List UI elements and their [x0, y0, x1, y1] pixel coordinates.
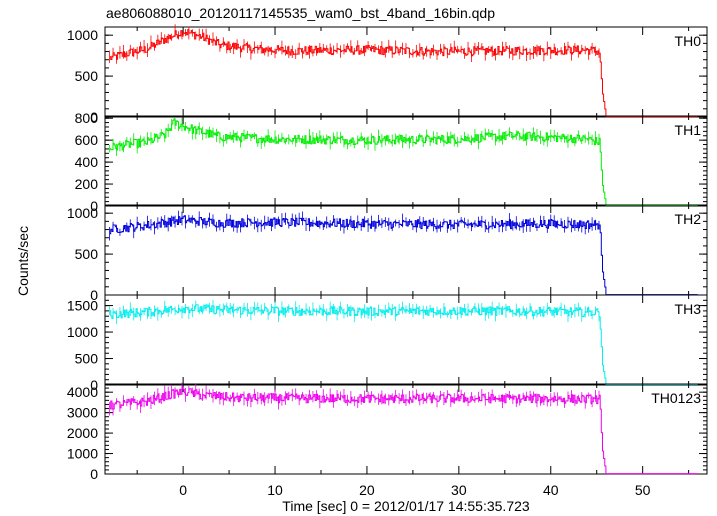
panel-label-th3: TH3 [675, 301, 702, 317]
x-tick-label: 10 [267, 482, 283, 498]
x-tick-label: 20 [359, 482, 375, 498]
panel-th1: 0 200 400 600 800 TH1 [75, 110, 708, 214]
x-tick-label: 0 [179, 482, 187, 498]
y-tick-label: 0 [90, 109, 98, 125]
y-tick-label: 4000 [67, 384, 98, 400]
panel-th2: 0 500 1000 TH2 [67, 204, 708, 303]
y-tick-label: 500 [75, 68, 99, 84]
panel-th3: 0 500 1000 1500 TH3 [67, 294, 708, 393]
y-tick-label: 1000 [67, 324, 98, 340]
y-axis-title: Counts/sec [15, 226, 31, 296]
y-tick-label: 0 [90, 466, 98, 482]
y-tick-label: 500 [75, 246, 99, 262]
y-tick-label: 500 [75, 351, 99, 367]
y-tick-label: 0 [90, 377, 98, 393]
y-tick-label: 800 [75, 110, 99, 126]
y-tick-label: 1000 [67, 446, 98, 462]
y-tick-label: 2000 [67, 425, 98, 441]
panel-frame [104, 115, 708, 207]
panel-label-th2: TH2 [675, 211, 702, 227]
y-tick-label: 600 [75, 132, 99, 148]
series-line-th2 [109, 215, 698, 296]
panel-frame [104, 294, 708, 386]
x-tick-label: 50 [635, 482, 651, 498]
x-tick-label: 30 [451, 482, 467, 498]
y-tick-label: 200 [75, 176, 99, 192]
panel-label-th0: TH0 [675, 33, 702, 49]
y-tick-label: 0 [90, 287, 98, 303]
y-tick-label: 1000 [67, 205, 98, 221]
chart-title: ae806088010_20120117145535_wam0_bst_4ban… [106, 5, 495, 21]
x-axis-title: Time [sec] 0 = 2012/01/17 14:55:35.723 [282, 498, 530, 514]
y-tick-label: 3000 [67, 405, 98, 421]
y-tick-label: 1000 [67, 27, 98, 43]
y-tick-label: 1500 [67, 298, 98, 314]
panel-label-th1: TH1 [675, 122, 702, 138]
series-line-th1 [109, 118, 698, 206]
series-line-th3 [109, 304, 698, 385]
x-tick-label: 40 [543, 482, 559, 498]
series-line-th0123 [109, 386, 698, 475]
panel-frame [104, 26, 708, 118]
y-tick-label: 0 [90, 198, 98, 214]
panel-th0: 0 500 1000 TH0 [67, 24, 708, 125]
panel-label-th0123: TH0123 [651, 390, 701, 406]
panel-th0123: 0 1000 2000 3000 4000 TH0123 [67, 382, 708, 482]
series-line-th0 [109, 29, 698, 118]
y-tick-label: 400 [75, 154, 99, 170]
